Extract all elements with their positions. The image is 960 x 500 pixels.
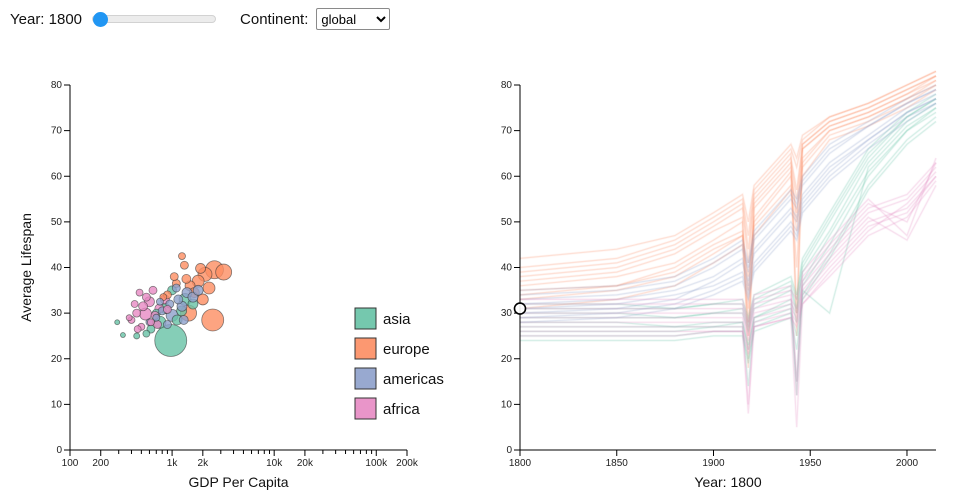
country-bubble <box>114 319 121 326</box>
svg-text:40: 40 <box>51 263 63 274</box>
svg-text:70: 70 <box>51 126 63 137</box>
timeline-lines <box>519 70 938 428</box>
timeline-x-axis-label: Year: 1800 <box>694 474 761 490</box>
svg-text:50: 50 <box>501 217 513 228</box>
svg-text:20: 20 <box>51 354 63 365</box>
y-axis-label: Average Lifespan <box>18 213 34 322</box>
country-bubble <box>156 297 164 306</box>
country-bubble <box>163 320 172 329</box>
year-label: Year: 1800 <box>10 10 83 28</box>
svg-text:30: 30 <box>51 308 63 319</box>
legend-swatch-americas <box>354 367 377 390</box>
legend-label-asia: asia <box>383 311 411 328</box>
country-bubble <box>192 284 204 296</box>
legend-swatch-africa <box>354 397 377 420</box>
lifespan-timeline-chart: 0 10 20 30 40 50 60 70 80 1800 1850 1900 1950 2000 Yea… <box>501 70 938 490</box>
country-bubble <box>163 305 172 314</box>
svg-text:70: 70 <box>501 126 513 137</box>
svg-text:1850: 1850 <box>606 458 629 469</box>
svg-text:10: 10 <box>501 399 513 410</box>
continent-select[interactable]: global <box>316 8 391 30</box>
country-bubble <box>133 325 142 333</box>
legend-swatch-asia <box>354 307 377 330</box>
toolbar: Year: 1800 Continent: global <box>10 8 391 30</box>
svg-text:30: 30 <box>501 308 513 319</box>
svg-text:10k: 10k <box>266 458 283 469</box>
svg-text:80: 80 <box>51 80 63 91</box>
svg-text:100k: 100k <box>365 458 388 469</box>
svg-text:40: 40 <box>501 263 513 274</box>
svg-text:50: 50 <box>51 217 63 228</box>
country-bubble <box>178 315 189 325</box>
country-bubble <box>135 288 144 297</box>
timeline-axes: 0 10 20 30 40 50 60 70 80 1800 1850 1900 1950 2000 <box>501 80 936 469</box>
country-bubble <box>133 332 141 340</box>
svg-text:1800: 1800 <box>509 458 532 469</box>
country-bubble <box>181 274 192 284</box>
country-bubble <box>202 281 216 295</box>
country-bubble <box>154 324 188 357</box>
svg-text:1900: 1900 <box>702 458 725 469</box>
svg-text:2k: 2k <box>198 458 210 469</box>
legend-label-europe: europe <box>383 341 430 358</box>
svg-text:60: 60 <box>501 171 513 182</box>
svg-text:20k: 20k <box>297 458 314 469</box>
svg-text:80: 80 <box>501 80 513 91</box>
svg-text:2000: 2000 <box>896 458 919 469</box>
country-bubble <box>173 294 184 305</box>
gdp-lifespan-bubble-chart: 0 10 20 30 40 50 60 70 80 100 200 1k 2k 10k 20k 100k 200… <box>18 80 444 490</box>
country-bubble <box>141 292 151 302</box>
svg-text:10: 10 <box>51 399 63 410</box>
svg-text:1950: 1950 <box>799 458 822 469</box>
country-bubble <box>171 283 181 293</box>
country-bubble <box>142 329 151 338</box>
svg-text:200: 200 <box>92 458 109 469</box>
country-bubble <box>178 252 186 260</box>
legend-swatch-europe <box>354 337 377 360</box>
legend-label-africa: africa <box>383 401 420 418</box>
country-bubble <box>201 308 225 332</box>
country-bubble <box>179 260 189 270</box>
country-bubble <box>125 314 133 322</box>
country-bubble <box>130 300 139 308</box>
country-bubble <box>148 285 158 295</box>
x-axis-label: GDP Per Capita <box>188 474 288 490</box>
country-bubble <box>195 263 206 274</box>
country-bubble <box>132 308 142 318</box>
year-slider[interactable] <box>92 15 217 23</box>
continent-label: Continent: <box>240 10 309 28</box>
bubble-points <box>114 252 233 357</box>
legend-label-americas: americas <box>383 371 444 388</box>
country-bubble <box>146 318 155 327</box>
svg-text:0: 0 <box>506 445 512 456</box>
current-year-marker <box>513 302 527 315</box>
country-bubble <box>169 272 179 282</box>
svg-text:1k: 1k <box>167 458 179 469</box>
country-bubble <box>152 313 161 322</box>
svg-text:60: 60 <box>51 171 63 182</box>
country-bubble <box>120 332 126 338</box>
bubble-axes: 0 10 20 30 40 50 60 70 80 100 200 1k 2k 10k 20k 100k 200… <box>51 80 419 469</box>
svg-text:20: 20 <box>501 354 513 365</box>
svg-text:0: 0 <box>56 445 62 456</box>
continent-legend: asia europe americas africa <box>354 307 444 420</box>
svg-text:200k: 200k <box>396 458 419 469</box>
country-bubble <box>138 301 148 312</box>
svg-text:100: 100 <box>62 458 79 469</box>
country-bubble <box>215 263 233 281</box>
